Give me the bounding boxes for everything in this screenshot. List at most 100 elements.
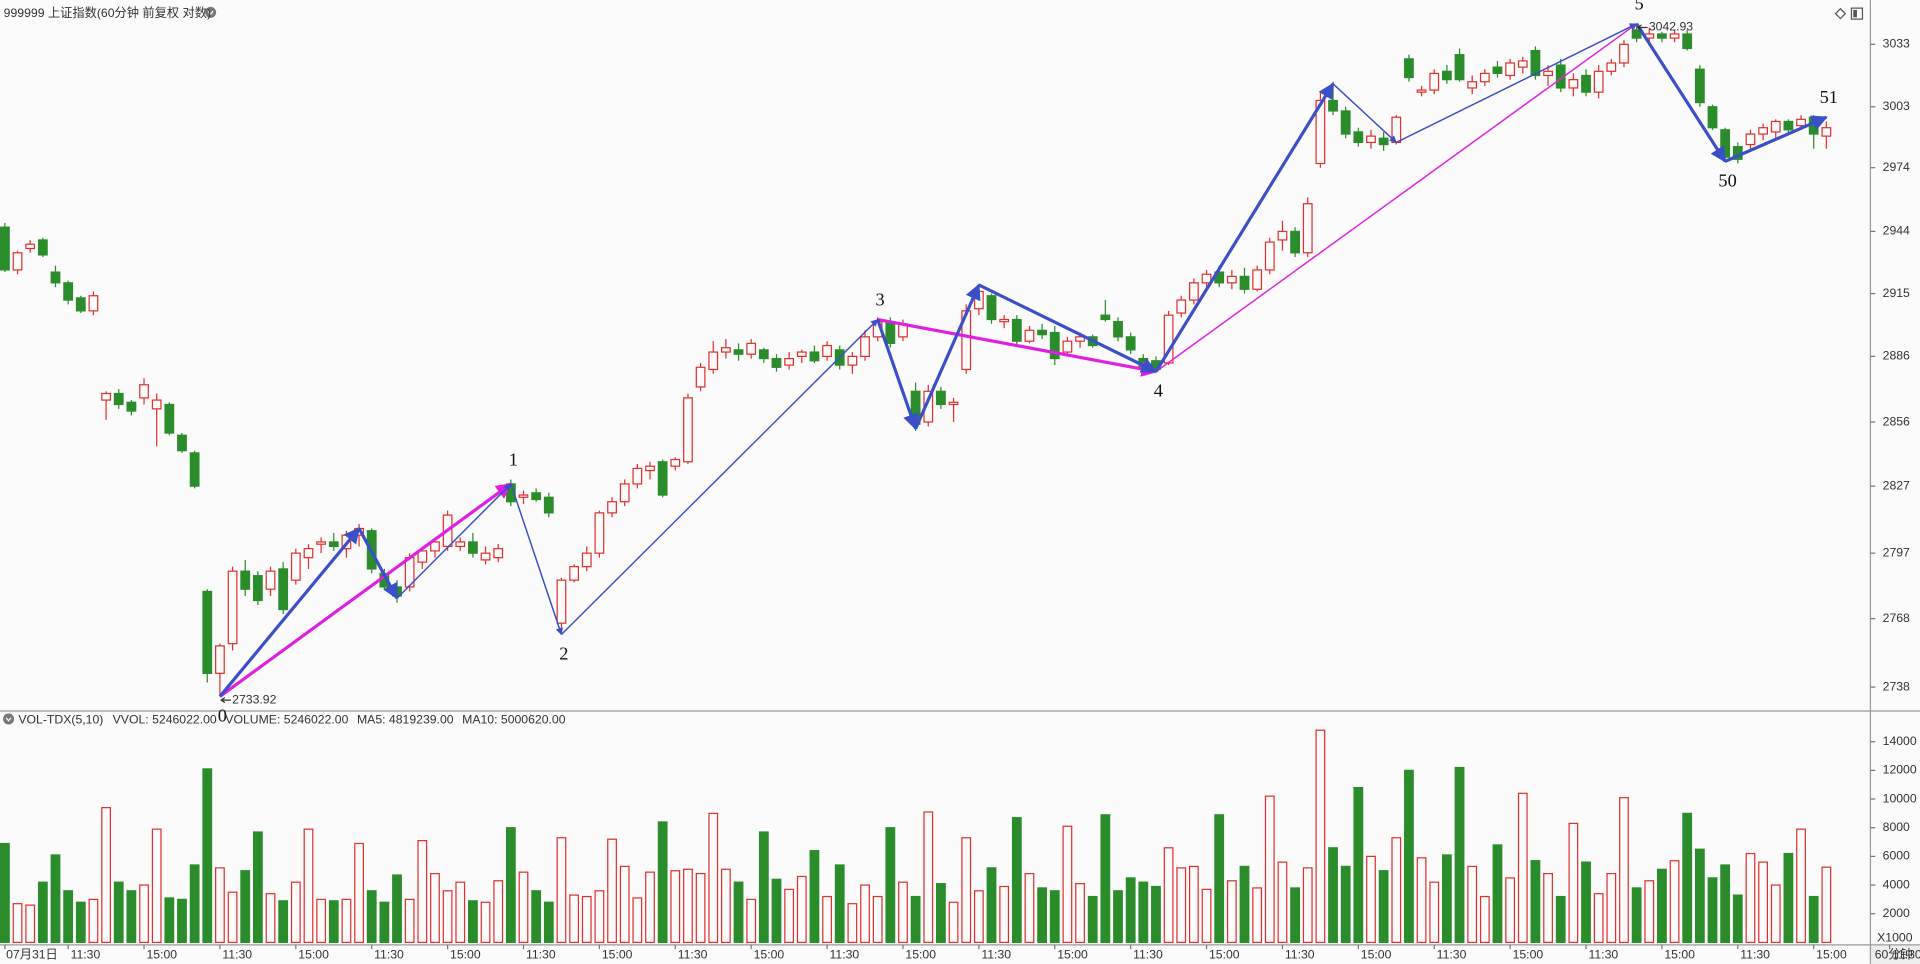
x-tick-label: 11:30 — [1285, 947, 1315, 961]
candle-body — [1125, 336, 1136, 351]
x-tick-label: 11:30 — [1892, 947, 1920, 961]
y-tick-label: 6000 — [1883, 849, 1910, 863]
volume-bar — [885, 827, 896, 944]
candle-body — [1328, 99, 1338, 112]
wave-label: 2 — [559, 644, 568, 664]
vol-menu-icon[interactable] — [3, 713, 15, 725]
volume-bar — [1492, 844, 1503, 944]
candle-body — [1378, 137, 1389, 146]
y-tick-label: 2886 — [1883, 349, 1910, 363]
volume-bar — [683, 868, 693, 944]
volume-bar — [1479, 895, 1490, 944]
x-tick-label: 11:30 — [1740, 947, 1770, 961]
wave-label: 51 — [1820, 87, 1838, 107]
volume-bar — [1555, 895, 1566, 944]
candle-body — [936, 390, 946, 406]
volume-bar — [366, 890, 377, 944]
volume-bar — [1391, 837, 1402, 944]
candle-body — [809, 351, 820, 362]
volume-bar — [645, 871, 655, 944]
volume-bar — [1657, 868, 1667, 944]
candle-body — [50, 271, 61, 284]
volume-bar — [809, 850, 820, 944]
candle-body — [1226, 275, 1237, 284]
volume-bar — [860, 884, 870, 944]
volume-bar — [999, 885, 1010, 944]
wave-line — [876, 318, 919, 431]
volume-bar — [417, 840, 428, 944]
x-tick-label: 15:00 — [1361, 947, 1392, 961]
volume-bar — [126, 890, 137, 944]
menu-icon[interactable] — [205, 6, 217, 18]
volume-bar — [151, 828, 162, 944]
candle-body — [202, 590, 213, 674]
candle-body — [126, 401, 137, 412]
volume-bar — [1239, 865, 1250, 944]
candle-body — [518, 494, 529, 498]
candle-body — [12, 252, 23, 271]
volume-bar — [252, 831, 263, 944]
volume-bar — [164, 897, 175, 944]
x-tick-label: 11:30 — [1437, 947, 1467, 961]
volume-bar — [1454, 766, 1465, 944]
candle-body — [88, 295, 99, 312]
wave-line — [560, 318, 879, 636]
candle-body — [1657, 33, 1667, 39]
volume-bar — [480, 901, 491, 944]
candle-body — [1100, 314, 1111, 321]
volume-bar — [657, 821, 668, 944]
volume-bar — [265, 893, 276, 944]
candle-body — [607, 501, 617, 514]
volume-bar — [392, 874, 402, 944]
volume-bar — [632, 897, 643, 944]
y-tick-label: 2974 — [1883, 160, 1910, 174]
menu-icon-arrow — [207, 10, 214, 16]
x-tick-label: 15:00 — [450, 947, 481, 961]
candle-body — [1441, 70, 1452, 81]
y-tick-label: 10000 — [1883, 791, 1917, 805]
candle-body — [1037, 329, 1048, 336]
chart-title: 999999 上证指数(60分钟 前复权 对数) — [4, 5, 211, 20]
volume-bar — [1404, 769, 1414, 944]
candle-body — [1277, 230, 1288, 241]
volume-bar — [1808, 895, 1819, 944]
volume-bar — [670, 870, 681, 944]
candle-body — [215, 645, 225, 674]
x-tick-label: 15:00 — [1209, 947, 1240, 961]
candle-body — [733, 349, 744, 355]
wave-label: 5 — [1634, 0, 1643, 14]
candle-body — [758, 349, 769, 360]
candle-body — [1239, 275, 1250, 290]
x-tick-label: 11:30 — [222, 947, 252, 961]
x-tick-label: 15:00 — [1664, 947, 1695, 961]
diamond-button[interactable] — [1834, 7, 1847, 20]
candle-body — [771, 357, 782, 368]
candle-body — [1201, 273, 1212, 284]
x-tick-label: 11:30 — [71, 947, 101, 961]
candle-body — [708, 351, 719, 371]
x-tick-label: 15:00 — [602, 947, 633, 961]
candle-body — [240, 570, 251, 590]
volume-bar — [1593, 893, 1604, 944]
volume-bar — [1745, 852, 1756, 944]
candle-body — [1404, 58, 1414, 79]
volume-bar — [758, 831, 769, 944]
volume-bar — [1543, 872, 1553, 944]
candle-body — [1049, 331, 1060, 360]
volume-bar — [303, 828, 314, 944]
candle-body — [1821, 127, 1832, 137]
y-tick-label: 12000 — [1883, 763, 1917, 777]
candle-body — [1758, 127, 1769, 135]
volume-bar — [37, 881, 48, 944]
panel-button[interactable] — [1850, 7, 1864, 20]
volume-bar — [1214, 814, 1225, 944]
candle-body — [1075, 336, 1085, 342]
candle-body — [1454, 54, 1465, 81]
volume-bar — [556, 837, 567, 944]
candle-body — [25, 243, 36, 250]
volume-bar — [936, 883, 946, 944]
vol-menu-arrow — [5, 717, 12, 722]
y-tick-label: 2827 — [1883, 478, 1910, 492]
x-tick-label: 15:00 — [1816, 947, 1847, 961]
